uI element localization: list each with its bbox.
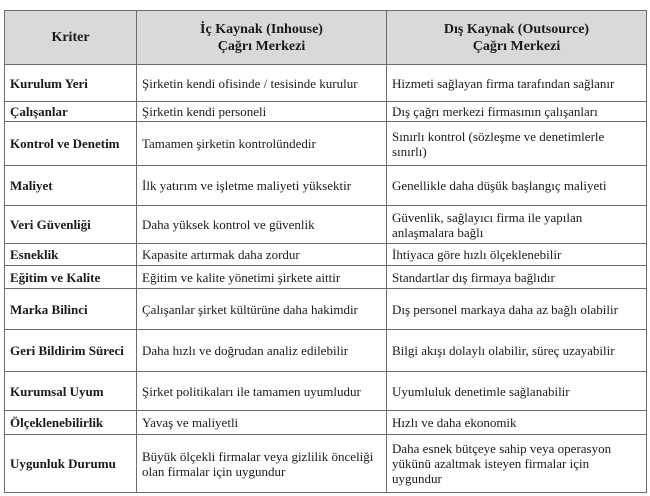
outsource-cell: Genellikle daha düşük başlangıç maliyeti [386, 165, 647, 206]
inhouse-cell: Kapasite artırmak daha zordur [136, 243, 387, 266]
inhouse-cell: İlk yatırım ve işletme maliyeti yüksekti… [136, 165, 387, 206]
criterion-cell: Uygunluk Durumu [4, 434, 137, 493]
criterion-cell: Marka Bilinci [4, 288, 137, 330]
outsource-cell: Bilgi akışı dolaylı olabilir, süreç uzay… [386, 329, 647, 372]
outsource-cell: Hizmeti sağlayan firma tarafından sağlan… [386, 64, 647, 102]
header-row: Kriter İç Kaynak (Inhouse) Çağrı Merkezi… [4, 10, 647, 65]
header-outsource: Dış Kaynak (Outsource) Çağrı Merkezi [386, 10, 647, 65]
inhouse-cell: Daha yüksek kontrol ve güvenlik [136, 205, 387, 244]
outsource-cell: Güvenlik, sağlayıcı firma ile yapılan an… [386, 205, 647, 244]
header-criterion: Kriter [4, 10, 137, 65]
table-row: Eğitim ve Kalite Eğitim ve kalite yönetim… [4, 265, 647, 289]
criterion-cell: Veri Güvenliği [4, 205, 137, 244]
table-row: Kontrol ve Denetim Tamamen şirketin kontr… [4, 121, 647, 166]
table-row: Ölçeklenebilirlik Yavaş ve maliyetli Hızlı… [4, 410, 647, 435]
outsource-cell: Dış çağrı merkezi firmasının çalışanları [386, 101, 647, 122]
outsource-cell: Hızlı ve daha ekonomik [386, 410, 647, 435]
table-row: Esneklik Kapasite artırmak daha zordur İht… [4, 243, 647, 266]
table-row: Geri Bildirim Süreci Daha hızlı ve doğrud… [4, 329, 647, 372]
outsource-cell: İhtiyaca göre hızlı ölçeklenebilir [386, 243, 647, 266]
criterion-cell: Kurulum Yeri [4, 64, 137, 102]
inhouse-cell: Şirket politikaları ile tamamen uyumludu… [136, 371, 387, 411]
criterion-cell: Esneklik [4, 243, 137, 266]
inhouse-cell: Tamamen şirketin kontrolündedir [136, 121, 387, 166]
outsource-cell: Sınırlı kontrol (sözleşme ve denetimlerl… [386, 121, 647, 166]
inhouse-cell: Daha hızlı ve doğrudan analiz edilebilir [136, 329, 387, 372]
table-row: Marka Bilinci Çalışanlar şirket kültürüne… [4, 288, 647, 330]
inhouse-cell: Çalışanlar şirket kültürüne daha hakimdi… [136, 288, 387, 330]
criterion-cell: Çalışanlar [4, 101, 137, 122]
inhouse-cell: Eğitim ve kalite yönetimi şirkete aittir [136, 265, 387, 289]
outsource-cell: Standartlar dış firmaya bağlıdır [386, 265, 647, 289]
criterion-cell: Maliyet [4, 165, 137, 206]
table-row: Kurulum Yeri Şirketin kendi ofisinde / te… [4, 64, 647, 102]
table-row: Maliyet İlk yatırım ve işletme maliyeti y… [4, 165, 647, 206]
criterion-cell: Kurumsal Uyum [4, 371, 137, 411]
criterion-cell: Eğitim ve Kalite [4, 265, 137, 289]
inhouse-cell: Şirketin kendi ofisinde / tesisinde kuru… [136, 64, 387, 102]
table-row: Veri Güvenliği Daha yüksek kontrol ve güv… [4, 205, 647, 244]
inhouse-cell: Büyük ölçekli firmalar veya gizlilik önc… [136, 434, 387, 493]
comparison-table: Kriter İç Kaynak (Inhouse) Çağrı Merkezi… [4, 10, 647, 493]
outsource-cell: Daha esnek bütçeye sahip veya operasyon … [386, 434, 647, 493]
outsource-cell: Dış personel markaya daha az bağlı olabi… [386, 288, 647, 330]
header-inhouse: İç Kaynak (Inhouse) Çağrı Merkezi [136, 10, 387, 65]
criterion-cell: Kontrol ve Denetim [4, 121, 137, 166]
outsource-cell: Uyumluluk denetimle sağlanabilir [386, 371, 647, 411]
criterion-cell: Ölçeklenebilirlik [4, 410, 137, 435]
table-row: Çalışanlar Şirketin kendi personeli Dış ça… [4, 101, 647, 122]
inhouse-cell: Şirketin kendi personeli [136, 101, 387, 122]
table-row: Kurumsal Uyum Şirket politikaları ile tam… [4, 371, 647, 411]
table-row: Uygunluk Durumu Büyük ölçekli firmalar ve… [4, 434, 647, 493]
inhouse-cell: Yavaş ve maliyetli [136, 410, 387, 435]
criterion-cell: Geri Bildirim Süreci [4, 329, 137, 372]
